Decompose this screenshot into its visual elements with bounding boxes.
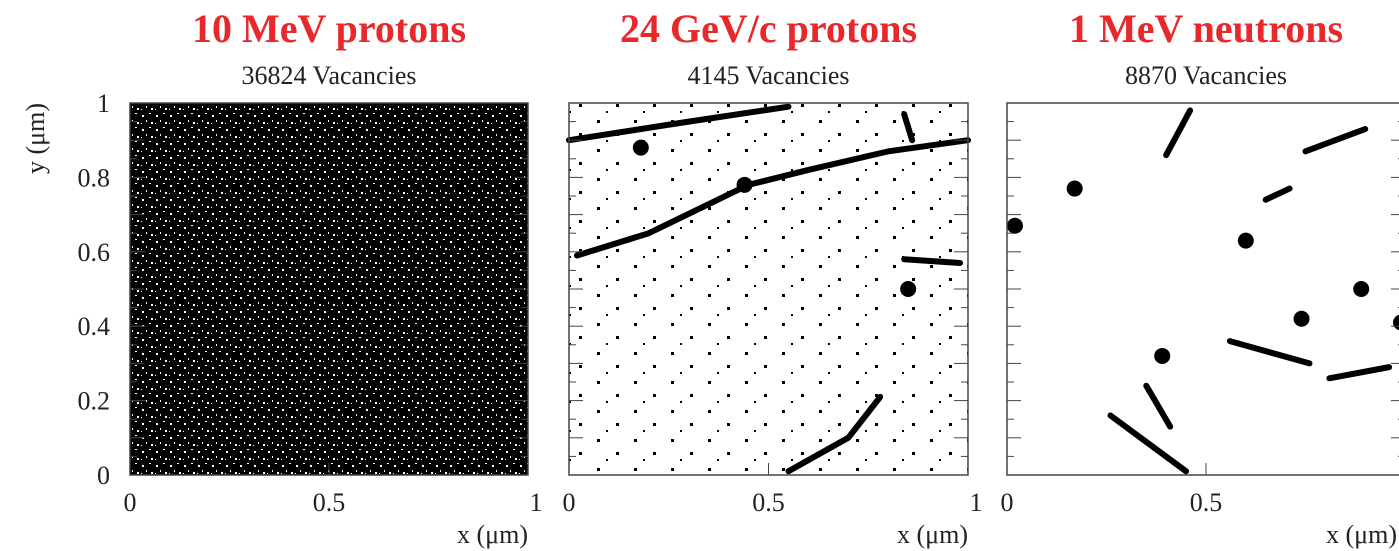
vacancy-cluster [900,281,917,297]
vacancy-track [785,393,884,475]
panel-subtitle: 8870 Vacancies [1125,61,1287,90]
vacancy-cluster [1293,310,1310,327]
y-tick-label: 0.4 [78,312,111,341]
x-tick-label: 0.5 [1190,488,1223,517]
vacancy-cluster [736,176,753,193]
vacancy-track [573,137,971,259]
x-tick-label: 0 [124,488,137,517]
vacancy-field [130,103,528,475]
vacancy-track [901,256,964,266]
x-tick-label: 0.5 [313,488,346,517]
x-axis-label: x (μm) [897,520,968,549]
vacancy-track [566,103,792,144]
vacancy-track [1226,338,1313,367]
plot-frame [1006,102,1399,476]
vacancy-track [1163,107,1194,159]
x-axis-label: x (μm) [1326,520,1397,549]
panel-title: 24 GeV/c protons [620,6,917,51]
vacancy-track [901,111,916,144]
panel-subtitle: 36824 Vacancies [242,61,417,90]
y-tick-label: 0.8 [78,163,111,192]
y-tick-label: 1 [97,89,110,118]
y-axis-label: y (μm) [21,103,50,174]
vacancy-track [1107,412,1190,475]
panel-title: 1 MeV neutrons [1069,6,1343,51]
x-tick-label: 0 [563,488,576,517]
vacancy-cluster [1353,281,1370,297]
vacancy-track [1326,364,1393,382]
panel-subtitle: 4145 Vacancies [688,61,850,90]
y-tick-label: 0 [97,461,110,490]
vacancy-cluster [1154,347,1171,364]
vacancy-cluster [1066,180,1083,197]
x-tick-label: 0.5 [752,488,785,517]
panel-title: 10 MeV protons [192,6,466,51]
x-tick-label: 1 [970,488,983,517]
vacancy-cluster [1393,314,1399,331]
x-tick-label: 1 [530,488,543,517]
y-tick-label: 0.6 [78,238,111,267]
vacancy-track [1302,126,1369,155]
y-tick-label: 0.2 [78,387,111,416]
vacancy-track [1262,185,1293,203]
vacancy-cluster [1237,232,1254,249]
vacancy-cluster [1006,217,1023,234]
vacancy-track [1143,382,1174,430]
vacancy-cluster [632,139,649,156]
x-axis-label: x (μm) [457,520,528,549]
x-tick-label: 0 [1001,488,1014,517]
